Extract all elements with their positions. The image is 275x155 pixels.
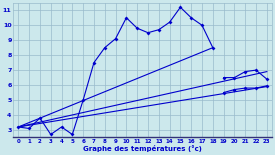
X-axis label: Graphe des températures (°c): Graphe des températures (°c) (83, 145, 202, 152)
